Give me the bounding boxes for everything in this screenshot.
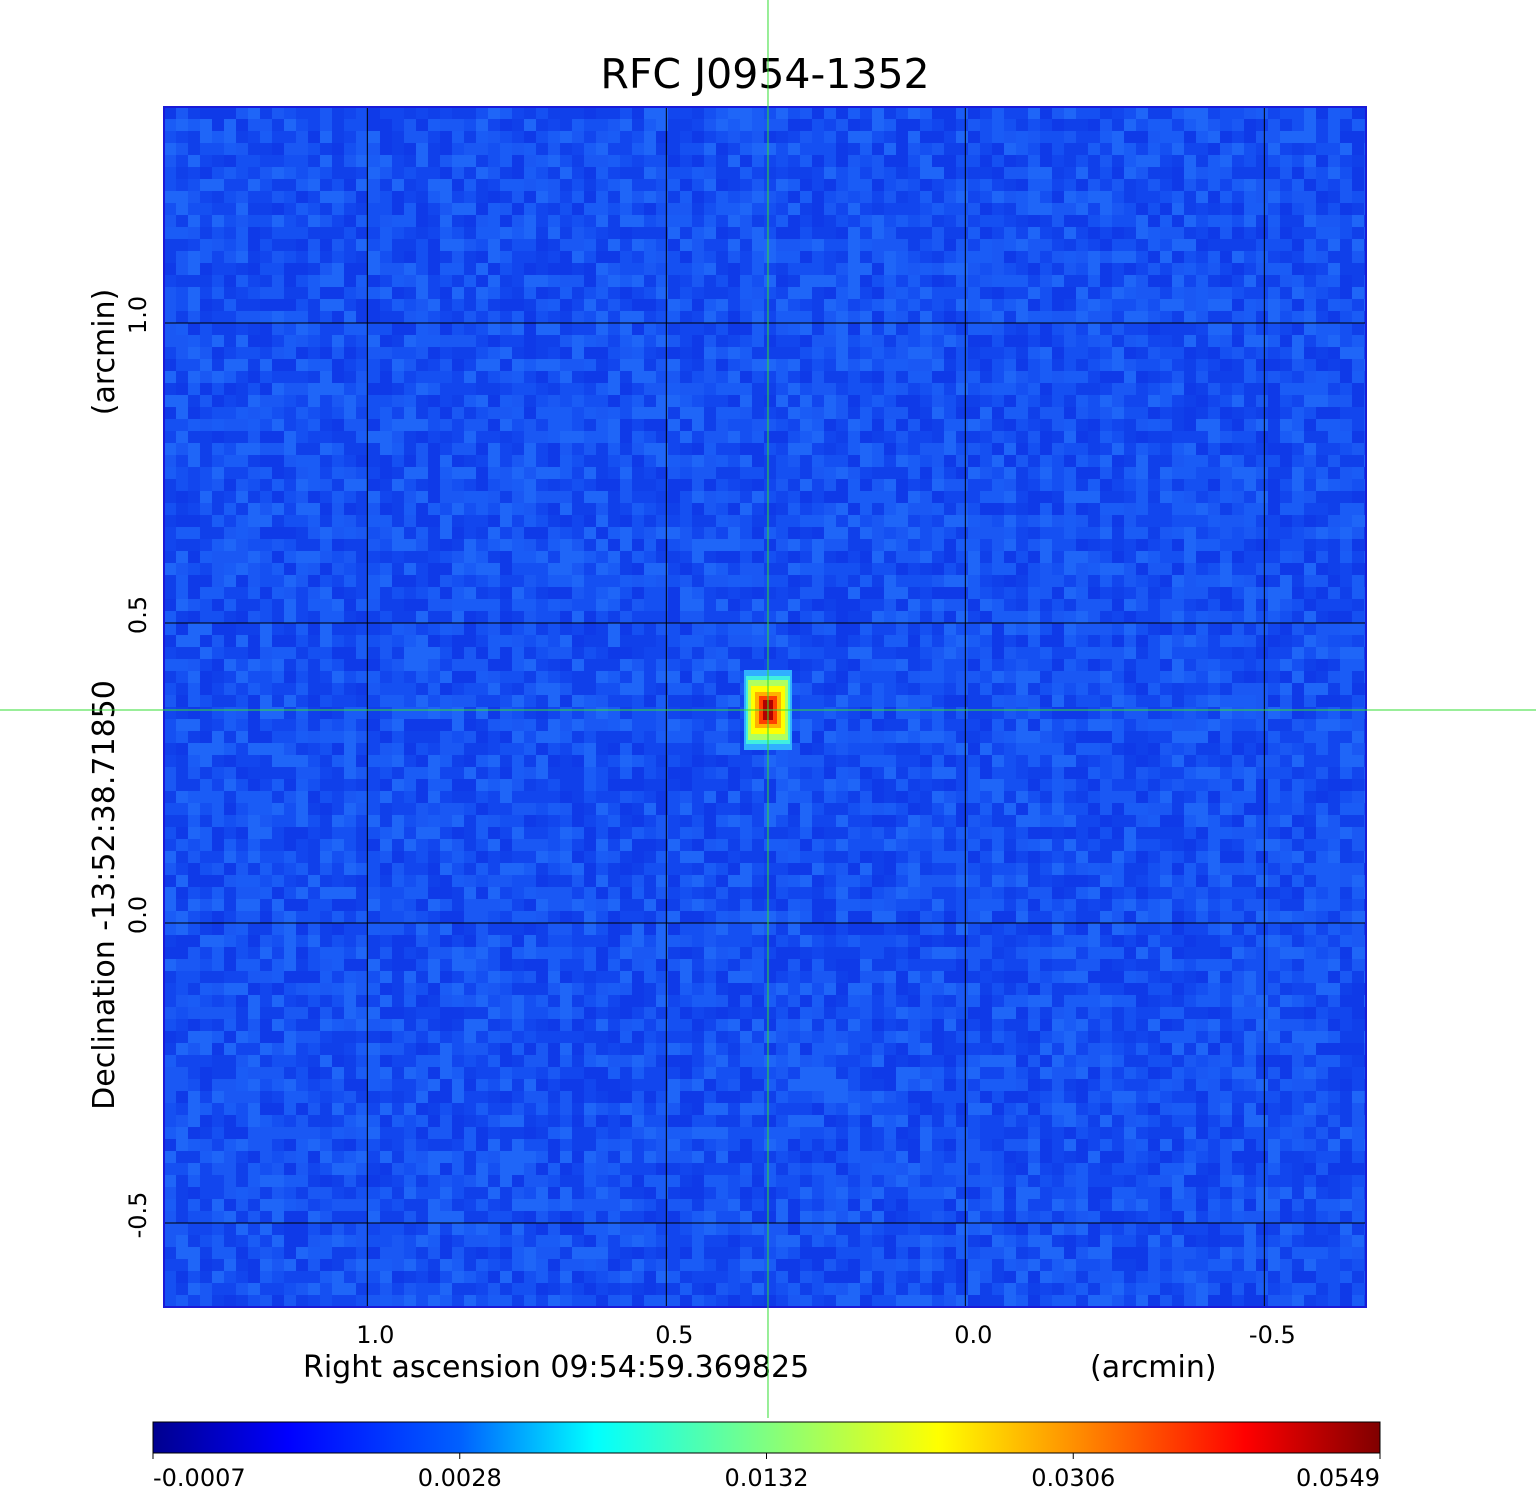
x-tick-label: 0.5 — [655, 1321, 693, 1349]
x-tick-label: 0.0 — [954, 1321, 992, 1349]
grid-lines — [164, 107, 1366, 1307]
x-tick-labels: 1.0 0.5 0.0 -0.5 — [356, 1321, 1296, 1349]
plot-area — [163, 106, 1367, 1308]
colorbar — [152, 1421, 1381, 1454]
y-tick-label: 1.0 — [124, 296, 152, 334]
plot-frame — [163, 106, 1367, 1308]
y-axis-unit: (arcmin) — [87, 289, 122, 416]
x-axis-label: Right ascension 09:54:59.369825 — [303, 1350, 809, 1385]
colorbar-tick-label: 0.0306 — [1031, 1464, 1115, 1492]
x-tick-label: 1.0 — [356, 1321, 394, 1349]
y-tick-label: 0.0 — [124, 896, 152, 934]
y-tick-labels: 1.0 0.5 0.0 -0.5 — [124, 296, 152, 1239]
colorbar-tick-label: 0.0028 — [418, 1464, 502, 1492]
crosshair — [0, 0, 1536, 1418]
y-axis-label: Declination -13:52:38.71850 — [87, 680, 122, 1110]
x-tick-label: -0.5 — [1249, 1321, 1296, 1349]
colorbar-tick-label: -0.0007 — [153, 1464, 246, 1492]
colorbar-ticks: -0.0007 0.0028 0.0132 0.0306 0.0549 — [152, 1453, 1381, 1492]
y-tick-label: 0.5 — [124, 596, 152, 634]
colorbar-tick-label: 0.0132 — [725, 1464, 809, 1492]
y-tick-label: -0.5 — [124, 1192, 152, 1239]
x-axis-unit: (arcmin) — [1090, 1350, 1217, 1385]
chart-title: RFC J0954-1352 — [600, 50, 929, 98]
noise-layer — [164, 107, 1366, 1307]
colorbar-tick-label: 0.0549 — [1296, 1464, 1380, 1492]
